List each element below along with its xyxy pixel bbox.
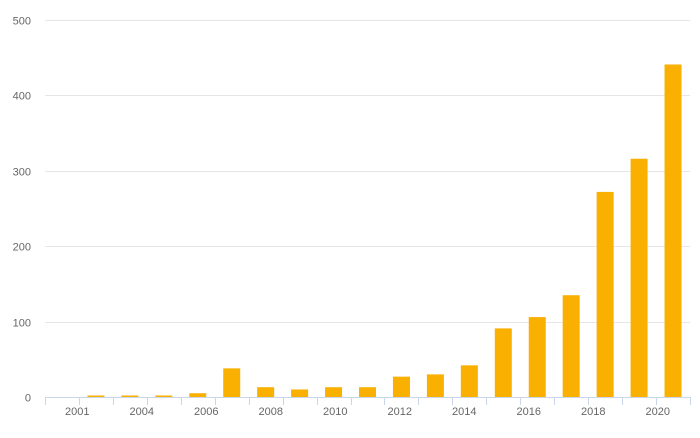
x-tick-label: 2014 [452,406,476,418]
bar [630,158,648,397]
bar [596,191,614,397]
bar [291,389,309,397]
bar [426,374,444,397]
bar [155,395,173,397]
x-tick-label: 2001 [65,406,89,418]
bar [494,328,512,397]
y-tick-label: 0 [25,393,31,405]
x-axis-ticks [45,397,691,405]
bar [664,64,682,398]
y-tick-label: 400 [13,91,31,103]
bar [392,376,410,397]
y-tick-label: 100 [13,318,31,330]
x-tick-label: 2010 [323,406,347,418]
bar [359,387,376,397]
bar [325,387,343,397]
x-tick-label: 2018 [581,406,605,418]
x-tick-label: 2012 [388,406,412,418]
x-tick-label: 2008 [259,406,283,418]
y-tick-label: 300 [13,167,31,179]
y-gridlines [45,20,690,323]
bar [121,395,139,397]
y-tick-label: 200 [13,242,31,254]
x-tick-label: 2016 [517,406,541,418]
bar [87,395,105,397]
x-tick-label: 2004 [130,406,154,418]
y-axis-labels: 0 100 200 300 400 500 [13,16,31,405]
bar [528,317,546,397]
x-tick-label: 2020 [646,406,670,418]
bar [257,387,275,397]
bar [460,365,478,397]
bar [223,368,241,397]
bar [189,393,207,397]
bars [87,64,682,398]
x-tick-label: 2006 [194,406,218,418]
x-axis-labels: 2001 2004 2006 2008 2010 2012 2014 2016 2018 2020 [65,406,670,418]
bar [562,295,580,397]
y-tick-label: 500 [13,16,31,28]
